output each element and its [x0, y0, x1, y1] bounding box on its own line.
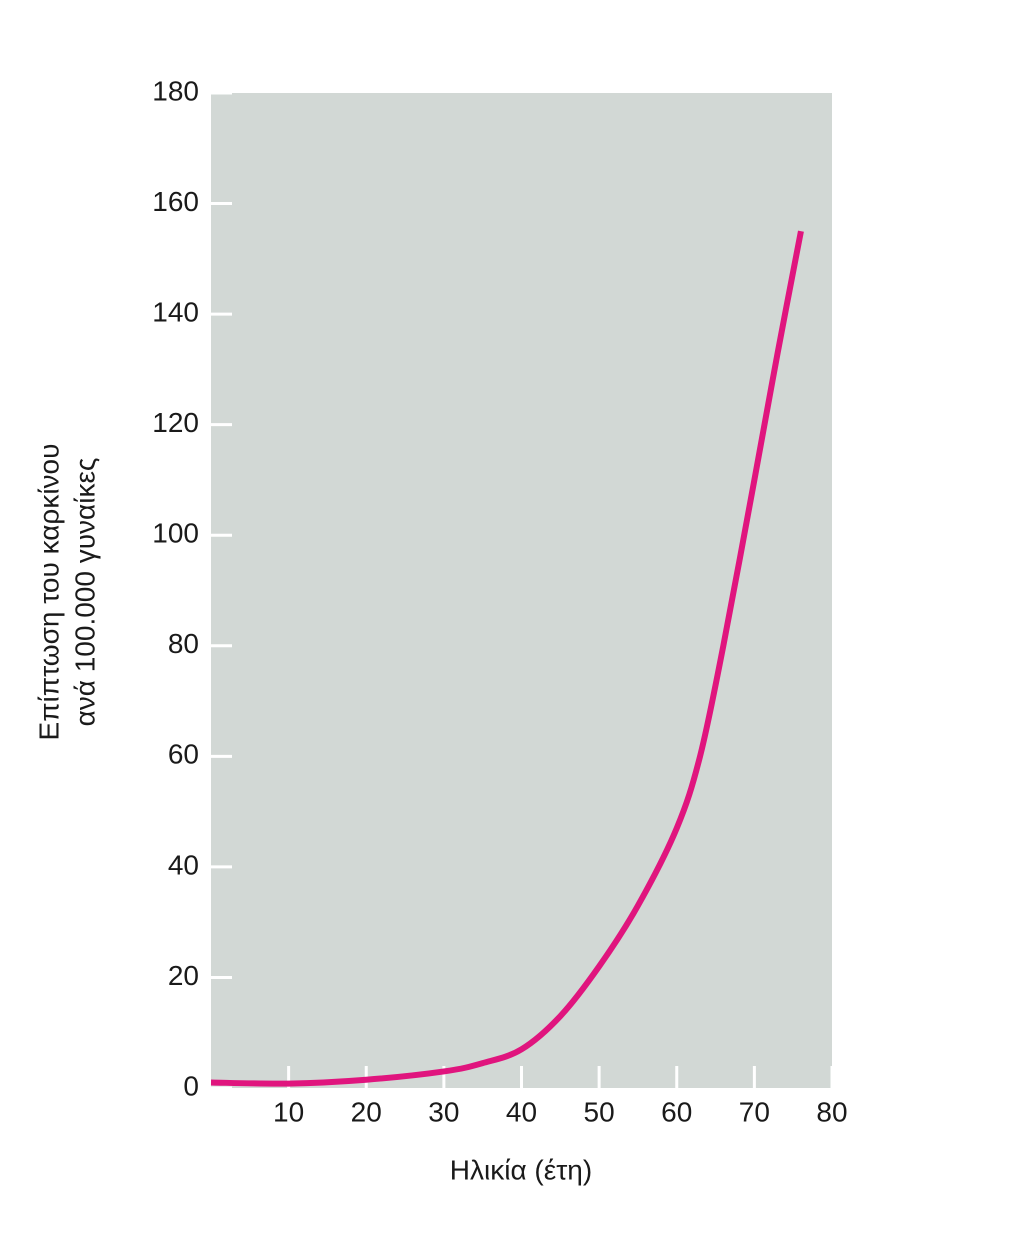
y-axis-label-line: ανά 100.000 γυναίκες — [69, 458, 100, 727]
y-tick-label: 60 — [168, 739, 199, 770]
y-tick-label: 160 — [152, 186, 199, 217]
y-tick-label: 40 — [168, 849, 199, 880]
plot-area — [211, 93, 832, 1088]
y-tick-label: 0 — [183, 1070, 199, 1101]
data-line — [210, 230, 804, 1087]
y-tick-label: 180 — [152, 75, 199, 106]
x-tick-label: 80 — [816, 1096, 847, 1127]
x-tick-label: 70 — [739, 1096, 770, 1127]
x-tick-label: 10 — [273, 1096, 304, 1127]
x-tick-label: 60 — [661, 1096, 692, 1127]
x-tick-label: 40 — [506, 1096, 537, 1127]
y-tick-label: 100 — [152, 518, 199, 549]
x-axis-label: Ηλικία (έτη) — [450, 1154, 592, 1185]
x-tick-label: 20 — [351, 1096, 382, 1127]
y-axis-label-line: Επίπτωση του καρκίνου — [33, 444, 64, 741]
y-tick-label: 120 — [152, 407, 199, 438]
y-axis-label: Επίπτωση του καρκίνου ανά 100.000 γυναίκ… — [33, 444, 100, 741]
y-tick-label: 140 — [152, 297, 199, 328]
x-tick-label: 30 — [428, 1096, 459, 1127]
y-tick-label: 80 — [168, 628, 199, 659]
y-tick-label: 20 — [168, 960, 199, 991]
x-tick-label: 50 — [584, 1096, 615, 1127]
